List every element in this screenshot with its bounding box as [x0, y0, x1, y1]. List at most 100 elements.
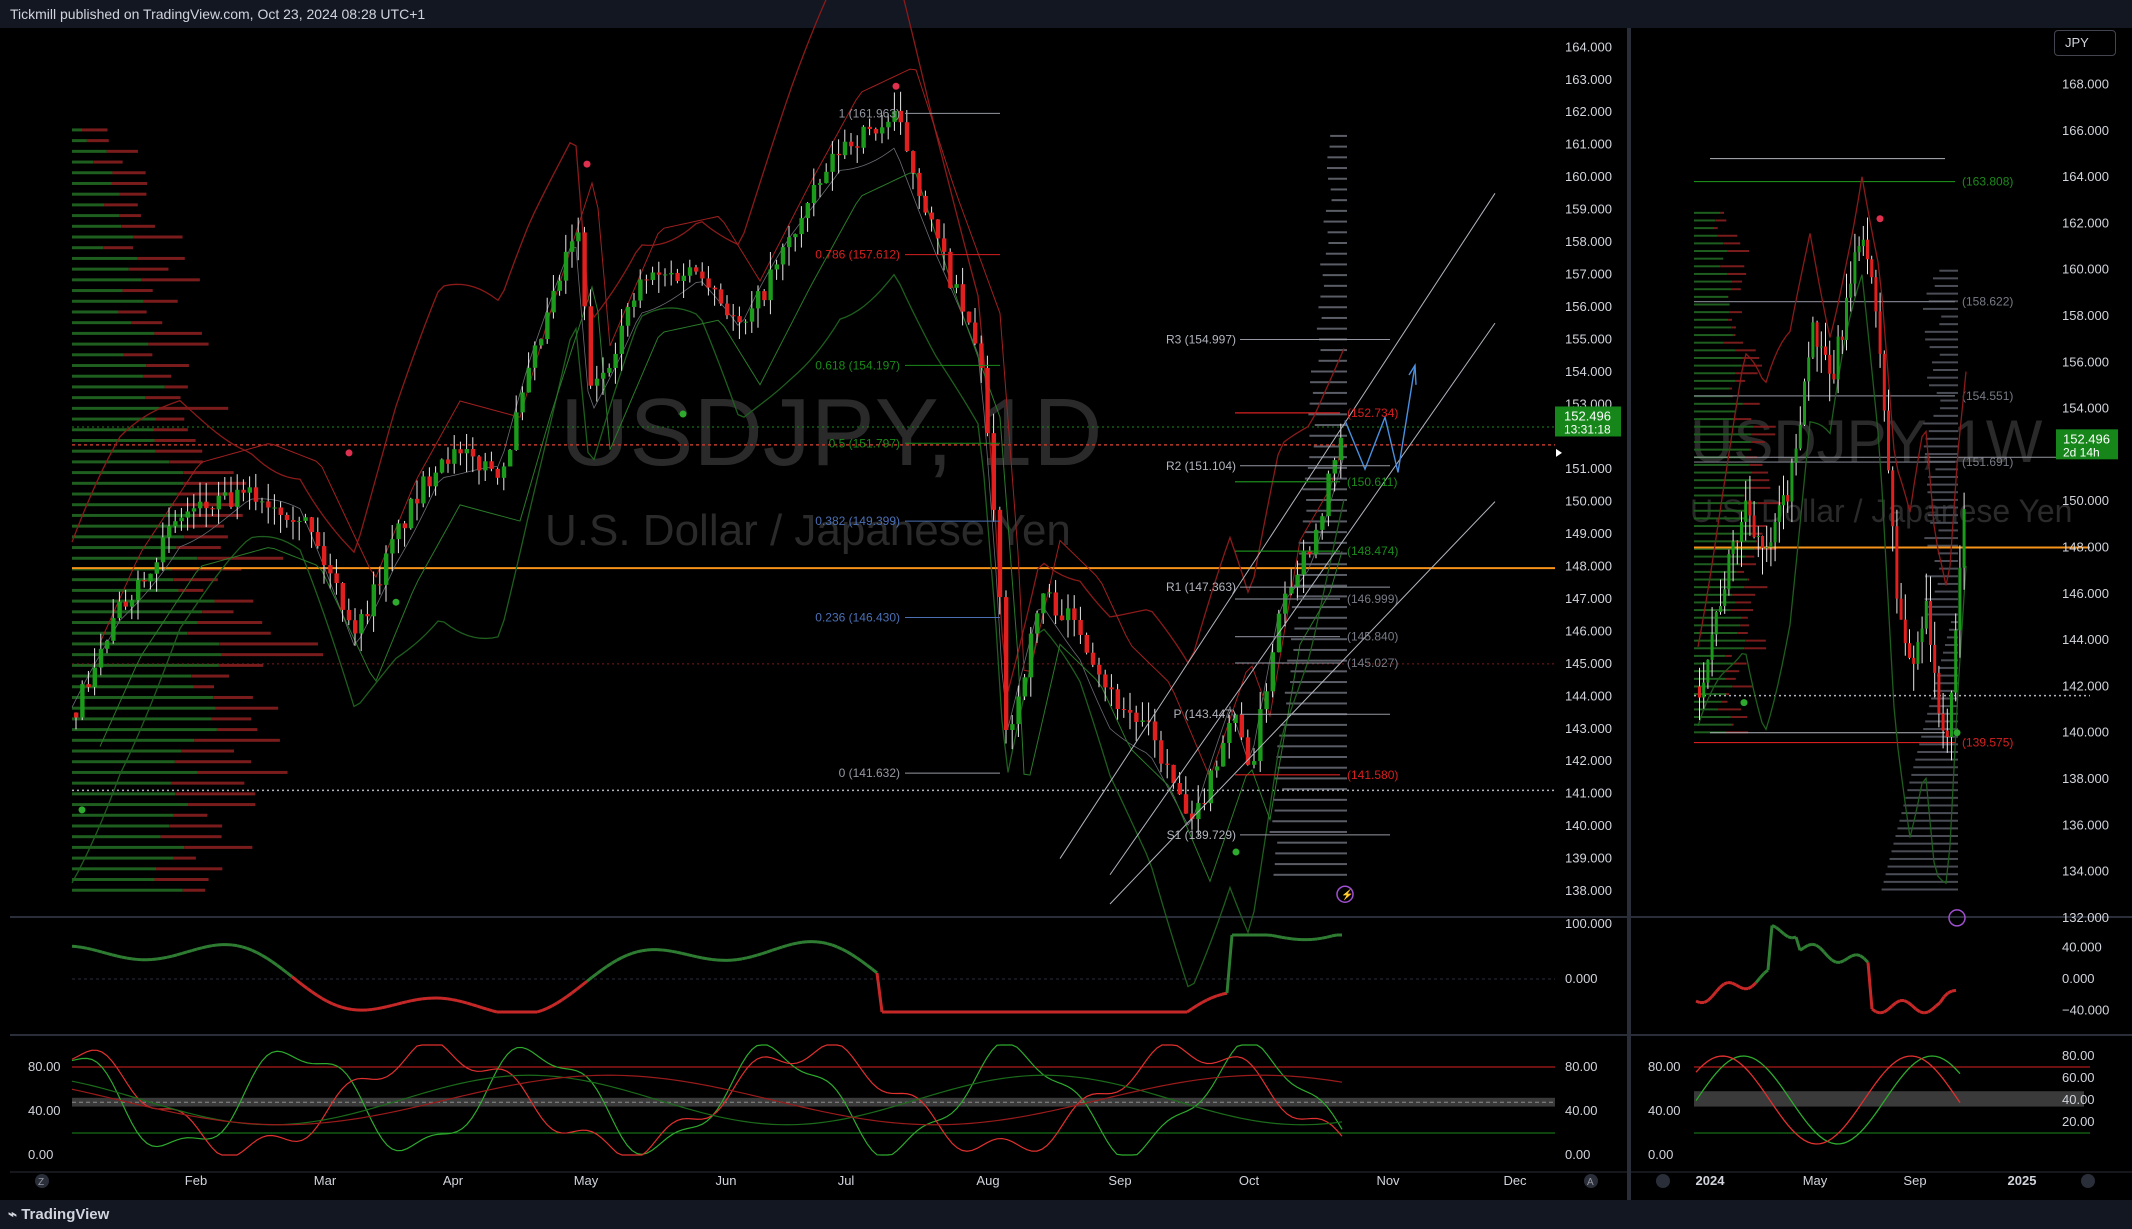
r-volume-sell [1757, 502, 1782, 505]
time-axis-tick: Feb [185, 1173, 207, 1188]
r-candle-body [1853, 252, 1857, 284]
osc1-line-segment [256, 951, 263, 957]
r-osc1-segment [1826, 955, 1834, 962]
price-axis-tick: 144.000 [1565, 688, 1612, 703]
r-price-axis-tick: 148.000 [2062, 540, 2109, 555]
candle-body [315, 532, 321, 547]
r-price-axis-tick: 166.000 [2062, 123, 2109, 138]
price-axis-tick: 147.000 [1565, 591, 1612, 606]
r-volume-grey [1932, 277, 1958, 280]
r-volume-sell [1720, 265, 1745, 268]
time-axis-tick: Jun [716, 1173, 737, 1188]
r-volume-grey [1934, 284, 1958, 287]
volume-profile-bar-buy [72, 160, 94, 164]
tradingview-logo: ⌁ TradingView [8, 1206, 110, 1223]
volume-profile-bar-buy [72, 374, 143, 378]
osc1-line-segment [166, 954, 173, 959]
r-volume-buy [1694, 211, 1721, 214]
candle-body [1066, 608, 1071, 621]
r-volume-grey [1883, 880, 1958, 883]
r-osc1-segment [1927, 1008, 1933, 1014]
volume-profile-bar-buy [72, 749, 182, 753]
pivot-label: R2 (151.104) [1166, 459, 1236, 473]
candle-body [508, 449, 513, 467]
right-pane-bg [1631, 28, 2132, 1200]
osc1-tick: 0.000 [1565, 971, 1598, 986]
r-volume-sell [1736, 570, 1745, 573]
r-candle-body [1735, 541, 1739, 543]
volume-profile-bar-sell [154, 878, 209, 882]
r-volume-grey [1934, 590, 1958, 593]
osc1-line-segment [286, 971, 293, 978]
r-volume-sell [1733, 662, 1747, 665]
candle-body [489, 461, 494, 469]
r-osc1-segment [1695, 999, 1701, 1005]
volume-profile-right-bar [1320, 349, 1347, 352]
osc1-line-segment [576, 984, 583, 991]
volume-profile-right-bar [1309, 434, 1347, 437]
volume-profile-bar-sell [174, 760, 252, 764]
r-volume-grey [1940, 399, 1958, 402]
r-volume-sell [1752, 471, 1769, 474]
r-osc1-segment [1766, 925, 1774, 971]
osc1-line-segment [121, 955, 128, 960]
osc1-line-segment [641, 948, 648, 953]
r-candle-body [1769, 542, 1773, 548]
r-price-axis-tick: 150.000 [2062, 493, 2109, 508]
r-volume-buy [1694, 349, 1736, 352]
r-osc1-segment [1787, 935, 1793, 940]
volume-profile-bar-buy [72, 449, 156, 453]
volume-profile-right-bar [1293, 584, 1347, 587]
candle-body [774, 264, 779, 270]
volume-profile-right-bar [1298, 616, 1347, 619]
candle-body [1208, 770, 1213, 804]
volume-profile-bar-buy [72, 331, 155, 335]
osc1-line-segment [231, 943, 238, 948]
r-volume-sell [1744, 647, 1767, 650]
volume-profile-bar-buy [72, 803, 189, 807]
r-volume-sell [1713, 227, 1718, 230]
r-candle-body [1857, 246, 1861, 253]
volume-profile-bar-buy [72, 770, 198, 774]
r-volume-grey [1924, 330, 1958, 333]
osc1-line-segment [621, 953, 628, 959]
volume-profile-bar-buy [72, 760, 175, 764]
r-volume-sell [1715, 219, 1727, 222]
r-candle-body [1945, 730, 1949, 738]
volume-profile-bar-buy [72, 171, 113, 175]
pane-separator[interactable] [1627, 28, 1631, 1200]
osc1-line-segment [686, 953, 693, 958]
r-osc1-segment [1771, 924, 1777, 929]
volume-profile-bar-buy [72, 342, 149, 346]
volume-profile-bar-sell [106, 149, 138, 153]
osc1-line-segment [86, 946, 93, 951]
r-volume-grey [1917, 750, 1958, 753]
candle-body [167, 526, 172, 538]
volume-profile-bar-sell [176, 492, 230, 496]
r-volume-buy [1694, 318, 1729, 321]
r-volume-grey [1926, 483, 1958, 486]
r-osc1-segment [1891, 1001, 1897, 1008]
r-volume-sell [1735, 601, 1751, 604]
candle-body [892, 110, 897, 122]
volume-profile-right-bar [1325, 252, 1347, 255]
volume-profile-bar-buy [72, 267, 129, 271]
osc1-line-segment [396, 1001, 403, 1006]
osc1-line-segment [761, 950, 768, 956]
r-volume-grey [1923, 445, 1958, 448]
price-axis-tick: 139.000 [1565, 851, 1612, 866]
volume-profile-bar-sell [191, 674, 229, 678]
volume-profile-bar-buy [72, 695, 214, 699]
publish-text: Tickmill published on TradingView.com, O… [10, 6, 426, 22]
r-volume-sell [1744, 586, 1768, 589]
r-candle-body [1790, 462, 1794, 502]
candle-body [297, 520, 302, 522]
volume-profile-bar-buy [72, 428, 154, 432]
symbol-button[interactable]: JPY [2054, 30, 2116, 56]
r-volume-buy [1694, 448, 1750, 451]
volume-profile-bar-sell [121, 224, 155, 228]
volume-profile-bar-buy [72, 867, 157, 871]
candle-body [1059, 615, 1065, 621]
candle-body [997, 509, 1003, 598]
